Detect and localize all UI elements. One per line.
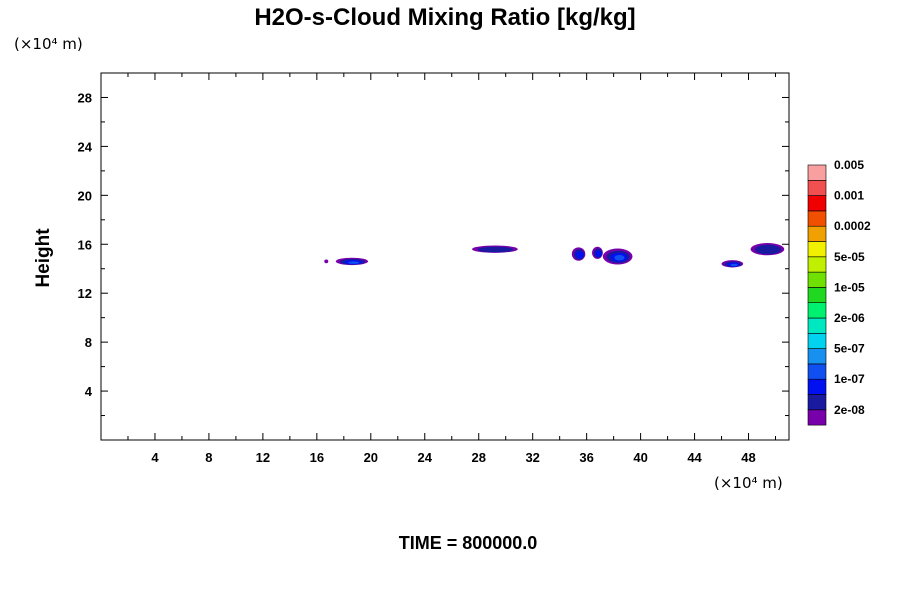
- colorbar: 2e-08 1e-07 5e-07 2e-06 1e-05 5e-05 0.0002 0.00…: [807, 158, 871, 426]
- x-tick-label: 4: [151, 450, 159, 465]
- y-tick-label: 16: [78, 237, 92, 252]
- x-tick-label: 16: [310, 450, 324, 465]
- x-tick-label: 24: [418, 450, 433, 465]
- x-tick-label: 28: [471, 450, 485, 465]
- x-unit-label: (×10⁴ m): [714, 474, 783, 492]
- colorbar-swatch: [807, 256, 827, 273]
- colorbar-label: 1e-05: [834, 280, 865, 294]
- cloud-patch: [592, 246, 603, 259]
- plot-area: [100, 72, 790, 441]
- x-tick-label: 44: [687, 450, 702, 465]
- colorbar-label: 0.005: [834, 158, 864, 172]
- y-unit-label: (×10⁴ m): [14, 35, 83, 53]
- x-tick-label: 40: [633, 450, 647, 465]
- y-tick-label: 12: [78, 286, 92, 301]
- colorbar-swatch: [807, 378, 827, 395]
- colorbar-swatch: [807, 195, 827, 212]
- x-tick-label: 12: [256, 450, 270, 465]
- y-tick-label: 20: [78, 188, 92, 203]
- cloud-patch: [571, 247, 586, 261]
- colorbar-swatch: [807, 210, 827, 227]
- colorbar-swatch: [807, 180, 827, 196]
- colorbar-swatch: [807, 317, 827, 334]
- y-tick-label: 4: [85, 384, 93, 399]
- y-tick-label: 28: [78, 90, 92, 105]
- colorbar-swatch: [807, 409, 827, 426]
- colorbar-swatch: [807, 164, 827, 181]
- colorbar-swatch: [807, 225, 827, 242]
- cloud-patch: [721, 260, 744, 268]
- colorbar-label: 5e-05: [834, 250, 865, 264]
- colorbar-label: 5e-07: [834, 342, 865, 356]
- chart-title: H2O-s-Cloud Mixing Ratio [kg/kg]: [254, 4, 635, 31]
- cloud-patch: [324, 259, 329, 264]
- cloud-contour-level: [348, 261, 360, 264]
- cloud-contour-level: [477, 246, 514, 253]
- colorbar-swatch: [807, 348, 827, 365]
- x-tick-label: 36: [579, 450, 593, 465]
- colorbar-label: 1e-07: [834, 372, 865, 386]
- colorbar-label: 2e-06: [834, 311, 865, 325]
- cloud-patch: [602, 248, 633, 265]
- cloud-contour-level: [614, 254, 625, 261]
- x-tick-label: 20: [364, 450, 378, 465]
- colorbar-label: 2e-08: [834, 403, 865, 417]
- colorbar-swatch: [807, 241, 827, 258]
- y-axis-label: Height: [33, 228, 54, 288]
- cloud-patch: [335, 257, 369, 266]
- colorbar-swatch: [807, 287, 827, 303]
- colorbar-swatch: [807, 394, 827, 411]
- x-tick-label: 48: [741, 450, 755, 465]
- colorbar-swatch: [807, 271, 827, 288]
- cloud-contour-level: [754, 244, 782, 255]
- colorbar-label: 0.001: [834, 189, 864, 203]
- x-tick-label: 8: [205, 450, 212, 465]
- x-tick-label: 32: [525, 450, 539, 465]
- time-label: TIME = 800000.0: [399, 533, 538, 553]
- y-tick-label: 8: [85, 335, 92, 350]
- colorbar-swatch: [807, 363, 827, 380]
- colorbar-swatch: [807, 332, 827, 349]
- y-tick-label: 24: [78, 139, 93, 154]
- cloud-contour-level: [575, 251, 584, 259]
- colorbar-label: 0.0002: [834, 219, 871, 233]
- cloud-patch: [471, 245, 518, 253]
- colorbar-swatch: [807, 302, 827, 319]
- cloud-patch: [750, 243, 785, 256]
- cloud-contour-level: [730, 263, 738, 267]
- cloud-contour-level: [595, 250, 602, 258]
- cloud-patches: [324, 243, 785, 268]
- cloud-contour-level: [324, 259, 329, 264]
